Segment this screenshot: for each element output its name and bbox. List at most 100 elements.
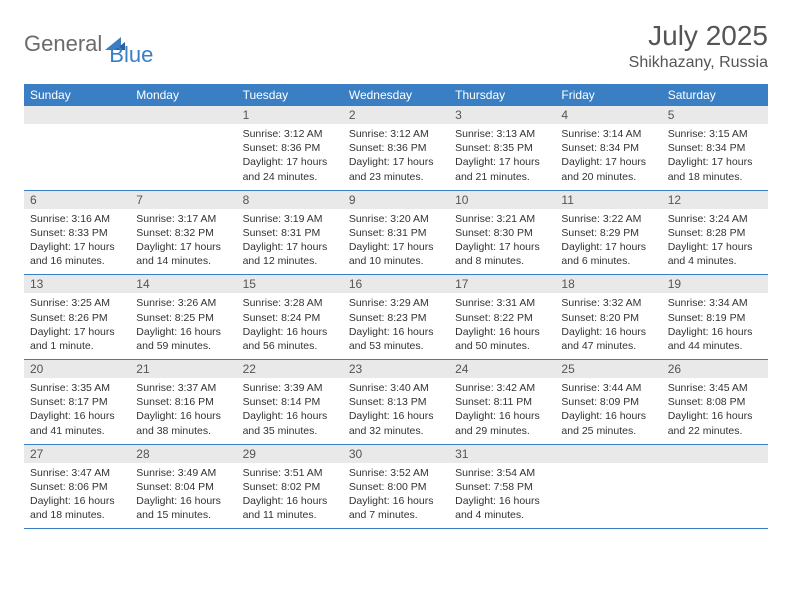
day-content: Sunrise: 3:49 AMSunset: 8:04 PMDaylight:…: [130, 463, 236, 529]
daylight-text: Daylight: 16 hours and 29 minutes.: [455, 409, 549, 437]
calendar-day-cell: 30Sunrise: 3:52 AMSunset: 8:00 PMDayligh…: [343, 444, 449, 529]
daylight-text: Daylight: 16 hours and 11 minutes.: [243, 494, 337, 522]
day-number: 21: [130, 360, 236, 378]
sunset-text: Sunset: 8:29 PM: [561, 226, 655, 240]
calendar-day-cell: 24Sunrise: 3:42 AMSunset: 8:11 PMDayligh…: [449, 360, 555, 445]
sunset-text: Sunset: 8:22 PM: [455, 311, 549, 325]
day-content: [662, 463, 768, 521]
sunset-text: Sunset: 8:17 PM: [30, 395, 124, 409]
sunset-text: Sunset: 7:58 PM: [455, 480, 549, 494]
day-number: 4: [555, 106, 661, 124]
daylight-text: Daylight: 17 hours and 8 minutes.: [455, 240, 549, 268]
sunset-text: Sunset: 8:08 PM: [668, 395, 762, 409]
daylight-text: Daylight: 17 hours and 16 minutes.: [30, 240, 124, 268]
daylight-text: Daylight: 16 hours and 50 minutes.: [455, 325, 549, 353]
day-content: Sunrise: 3:37 AMSunset: 8:16 PMDaylight:…: [130, 378, 236, 444]
day-number: 1: [237, 106, 343, 124]
day-number: 23: [343, 360, 449, 378]
sunrise-text: Sunrise: 3:22 AM: [561, 212, 655, 226]
weekday-header: Sunday: [24, 84, 130, 106]
weekday-header: Monday: [130, 84, 236, 106]
sunset-text: Sunset: 8:26 PM: [30, 311, 124, 325]
day-content: Sunrise: 3:42 AMSunset: 8:11 PMDaylight:…: [449, 378, 555, 444]
sunrise-text: Sunrise: 3:51 AM: [243, 466, 337, 480]
sunset-text: Sunset: 8:32 PM: [136, 226, 230, 240]
day-number: 24: [449, 360, 555, 378]
daylight-text: Daylight: 16 hours and 4 minutes.: [455, 494, 549, 522]
sunrise-text: Sunrise: 3:42 AM: [455, 381, 549, 395]
sunset-text: Sunset: 8:25 PM: [136, 311, 230, 325]
calendar-week-row: 6Sunrise: 3:16 AMSunset: 8:33 PMDaylight…: [24, 190, 768, 275]
sunrise-text: Sunrise: 3:31 AM: [455, 296, 549, 310]
sunset-text: Sunset: 8:19 PM: [668, 311, 762, 325]
sunrise-text: Sunrise: 3:21 AM: [455, 212, 549, 226]
calendar-day-cell: 11Sunrise: 3:22 AMSunset: 8:29 PMDayligh…: [555, 190, 661, 275]
day-content: Sunrise: 3:45 AMSunset: 8:08 PMDaylight:…: [662, 378, 768, 444]
daylight-text: Daylight: 17 hours and 4 minutes.: [668, 240, 762, 268]
day-content: Sunrise: 3:47 AMSunset: 8:06 PMDaylight:…: [24, 463, 130, 529]
day-number: 25: [555, 360, 661, 378]
calendar-day-cell: 25Sunrise: 3:44 AMSunset: 8:09 PMDayligh…: [555, 360, 661, 445]
day-content: Sunrise: 3:16 AMSunset: 8:33 PMDaylight:…: [24, 209, 130, 275]
calendar-day-cell: [24, 106, 130, 190]
calendar-day-cell: 17Sunrise: 3:31 AMSunset: 8:22 PMDayligh…: [449, 275, 555, 360]
sunrise-text: Sunrise: 3:39 AM: [243, 381, 337, 395]
day-number: 18: [555, 275, 661, 293]
brand-part1: General: [24, 31, 102, 57]
sunrise-text: Sunrise: 3:20 AM: [349, 212, 443, 226]
weekday-header: Thursday: [449, 84, 555, 106]
calendar-day-cell: 15Sunrise: 3:28 AMSunset: 8:24 PMDayligh…: [237, 275, 343, 360]
sunrise-text: Sunrise: 3:52 AM: [349, 466, 443, 480]
sunset-text: Sunset: 8:34 PM: [668, 141, 762, 155]
daylight-text: Daylight: 16 hours and 7 minutes.: [349, 494, 443, 522]
day-content: Sunrise: 3:54 AMSunset: 7:58 PMDaylight:…: [449, 463, 555, 529]
day-number: 5: [662, 106, 768, 124]
sunset-text: Sunset: 8:23 PM: [349, 311, 443, 325]
calendar-day-cell: 16Sunrise: 3:29 AMSunset: 8:23 PMDayligh…: [343, 275, 449, 360]
month-title: July 2025: [629, 20, 768, 52]
day-number: 16: [343, 275, 449, 293]
weekday-header: Wednesday: [343, 84, 449, 106]
day-content: Sunrise: 3:13 AMSunset: 8:35 PMDaylight:…: [449, 124, 555, 190]
day-content: [130, 124, 236, 182]
day-content: Sunrise: 3:52 AMSunset: 8:00 PMDaylight:…: [343, 463, 449, 529]
calendar-day-cell: 1Sunrise: 3:12 AMSunset: 8:36 PMDaylight…: [237, 106, 343, 190]
calendar-week-row: 20Sunrise: 3:35 AMSunset: 8:17 PMDayligh…: [24, 360, 768, 445]
day-content: Sunrise: 3:24 AMSunset: 8:28 PMDaylight:…: [662, 209, 768, 275]
day-content: Sunrise: 3:32 AMSunset: 8:20 PMDaylight:…: [555, 293, 661, 359]
daylight-text: Daylight: 16 hours and 47 minutes.: [561, 325, 655, 353]
calendar-day-cell: 27Sunrise: 3:47 AMSunset: 8:06 PMDayligh…: [24, 444, 130, 529]
calendar-day-cell: 28Sunrise: 3:49 AMSunset: 8:04 PMDayligh…: [130, 444, 236, 529]
day-content: Sunrise: 3:12 AMSunset: 8:36 PMDaylight:…: [237, 124, 343, 190]
sunrise-text: Sunrise: 3:12 AM: [243, 127, 337, 141]
day-content: Sunrise: 3:21 AMSunset: 8:30 PMDaylight:…: [449, 209, 555, 275]
location-label: Shikhazany, Russia: [629, 54, 768, 72]
day-content: Sunrise: 3:40 AMSunset: 8:13 PMDaylight:…: [343, 378, 449, 444]
sunrise-text: Sunrise: 3:15 AM: [668, 127, 762, 141]
calendar-day-cell: 4Sunrise: 3:14 AMSunset: 8:34 PMDaylight…: [555, 106, 661, 190]
day-content: Sunrise: 3:29 AMSunset: 8:23 PMDaylight:…: [343, 293, 449, 359]
day-number: [130, 106, 236, 124]
sunset-text: Sunset: 8:00 PM: [349, 480, 443, 494]
day-number: 14: [130, 275, 236, 293]
sunset-text: Sunset: 8:20 PM: [561, 311, 655, 325]
calendar-day-cell: 31Sunrise: 3:54 AMSunset: 7:58 PMDayligh…: [449, 444, 555, 529]
weekday-header: Friday: [555, 84, 661, 106]
day-content: Sunrise: 3:39 AMSunset: 8:14 PMDaylight:…: [237, 378, 343, 444]
calendar-day-cell: 9Sunrise: 3:20 AMSunset: 8:31 PMDaylight…: [343, 190, 449, 275]
day-number: 13: [24, 275, 130, 293]
day-number: 30: [343, 445, 449, 463]
day-number: 11: [555, 191, 661, 209]
daylight-text: Daylight: 16 hours and 35 minutes.: [243, 409, 337, 437]
daylight-text: Daylight: 16 hours and 25 minutes.: [561, 409, 655, 437]
daylight-text: Daylight: 16 hours and 15 minutes.: [136, 494, 230, 522]
daylight-text: Daylight: 16 hours and 59 minutes.: [136, 325, 230, 353]
day-content: [24, 124, 130, 182]
daylight-text: Daylight: 16 hours and 38 minutes.: [136, 409, 230, 437]
sunset-text: Sunset: 8:06 PM: [30, 480, 124, 494]
sunrise-text: Sunrise: 3:44 AM: [561, 381, 655, 395]
calendar-day-cell: 5 Sunrise: 3:15 AMSunset: 8:34 PMDaylight…: [662, 106, 768, 190]
calendar-table: Sunday Monday Tuesday Wednesday Thursday…: [24, 84, 768, 529]
daylight-text: Daylight: 17 hours and 18 minutes.: [668, 155, 762, 183]
daylight-text: Daylight: 17 hours and 10 minutes.: [349, 240, 443, 268]
